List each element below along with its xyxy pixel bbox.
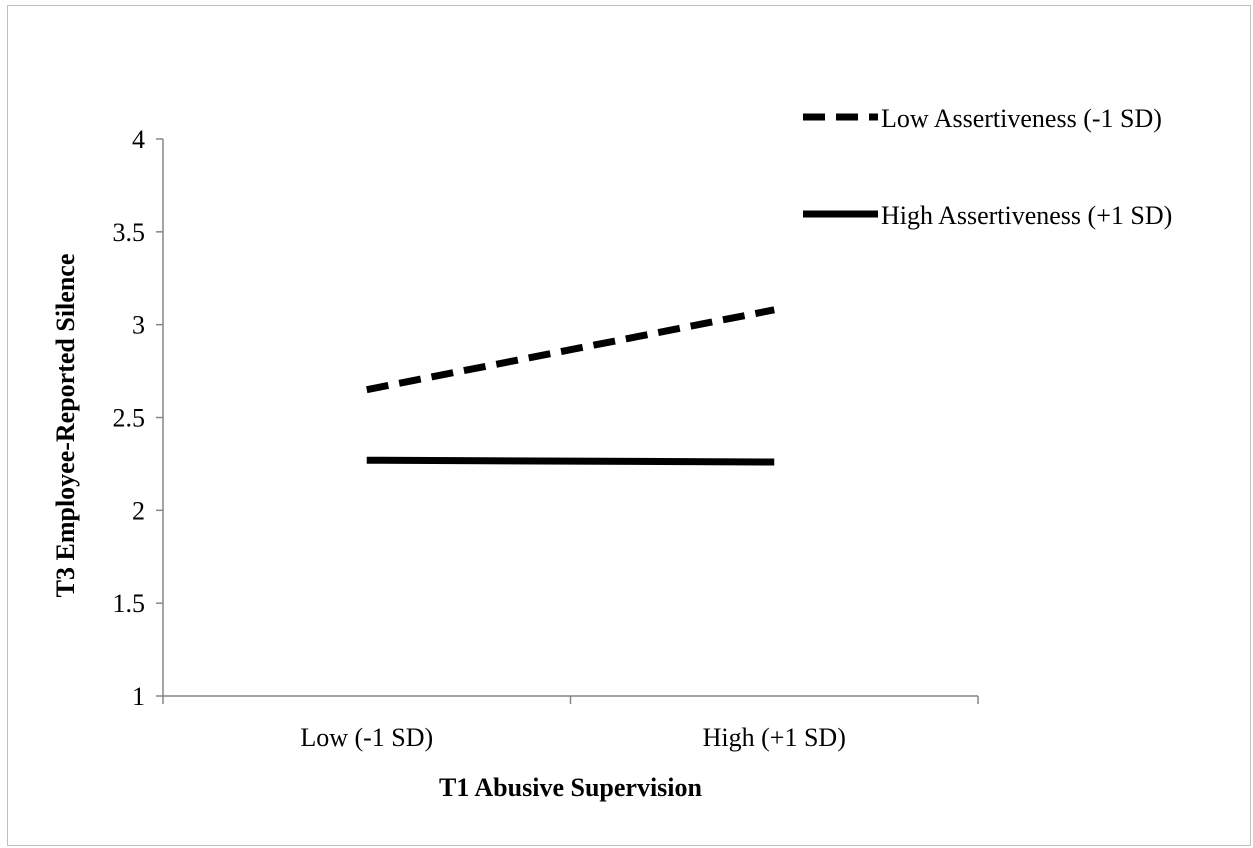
- y-tick-label: 1: [132, 682, 145, 711]
- x-ticks: Low (-1 SD) High (+1 SD): [162, 696, 979, 752]
- y-tick-label: 3.5: [113, 218, 146, 247]
- y-ticks: 1 1.5 2 2.5 3 3.5 4: [113, 125, 163, 711]
- y-tick-label: 2: [132, 496, 145, 525]
- y-axis-title: T3 Employee-Reported Silence: [51, 254, 80, 598]
- x-axis-title: T1 Abusive Supervision: [439, 773, 703, 802]
- x-tick-label: Low (-1 SD): [300, 723, 433, 752]
- y-tick-label: 1.5: [113, 589, 146, 618]
- x-tick-label: High (+1 SD): [703, 723, 846, 752]
- y-tick-label: 4: [132, 125, 145, 154]
- chart-frame: [7, 5, 1251, 846]
- legend-label-2: High Assertiveness (+1 SD): [881, 201, 1172, 230]
- y-tick-label: 3: [132, 311, 145, 340]
- y-tick-label: 2.5: [113, 404, 146, 433]
- axes: [162, 139, 978, 697]
- series-layer: [366, 306, 775, 466]
- legend-label-1: Low Assertiveness (-1 SD): [881, 104, 1162, 133]
- legend: Low Assertiveness (-1 SD) High Assertiven…: [803, 104, 1172, 230]
- series-line-2: [366, 456, 775, 466]
- series-line-1: [366, 306, 775, 394]
